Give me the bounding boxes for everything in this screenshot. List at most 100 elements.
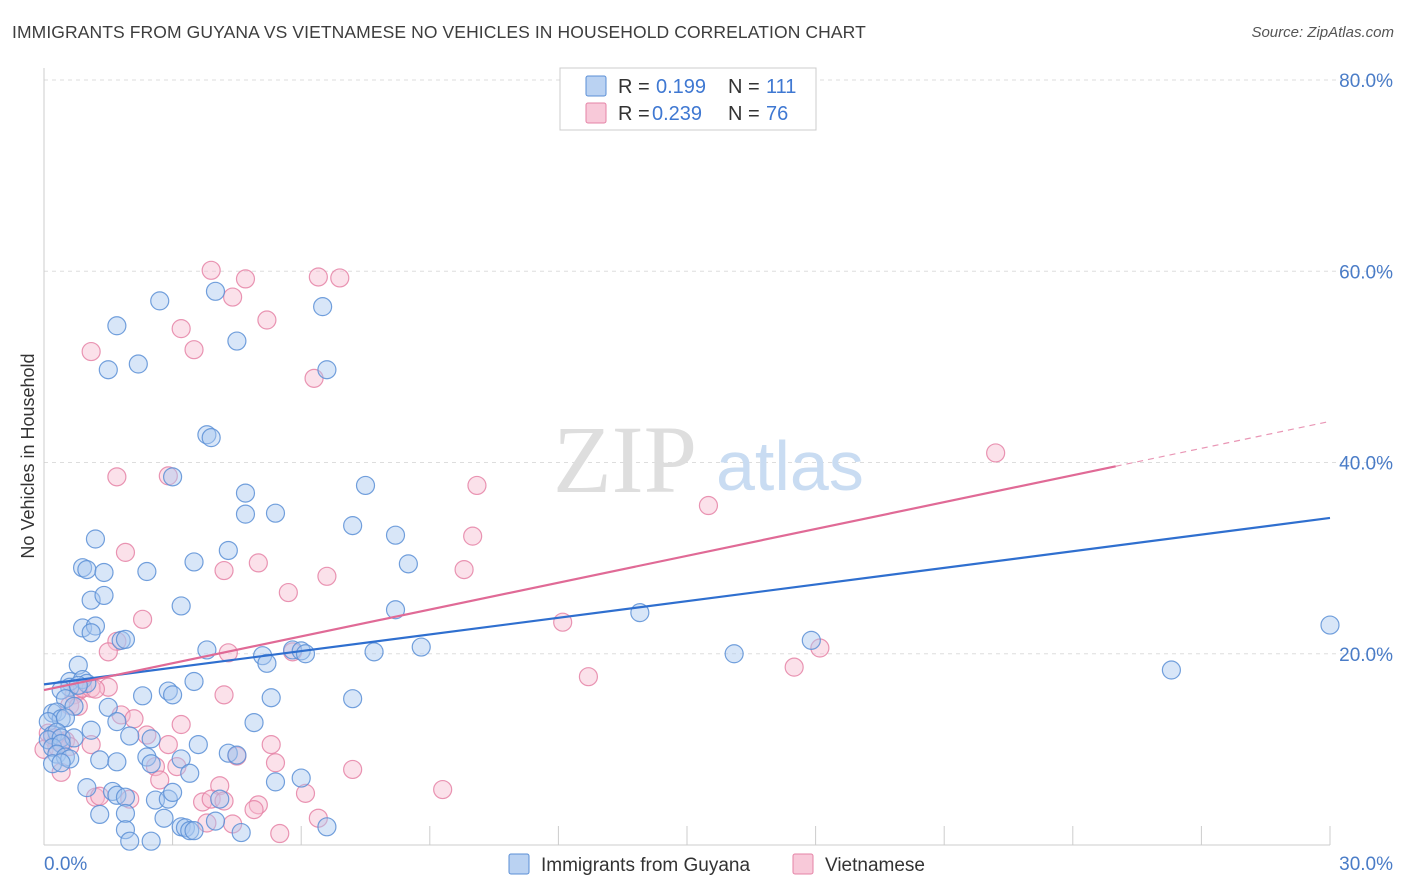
point-guyana (201, 428, 221, 448)
point-guyana (235, 504, 256, 524)
point-vietnamese (98, 642, 118, 662)
series-legend-label-guyana: Immigrants from Guyana (541, 855, 750, 876)
point-guyana (343, 516, 363, 536)
series-legend: Immigrants from Guyana Vietnamese (508, 853, 925, 876)
x-tick-label: 30.0% (1339, 854, 1393, 875)
legend-r-value-vietnamese: 0.239 (652, 103, 702, 125)
legend-swatch-vietnamese (585, 102, 607, 124)
point-guyana (115, 787, 136, 807)
point-guyana (128, 354, 148, 374)
legend-n-label-guyana: N = (728, 76, 760, 98)
point-guyana (68, 655, 88, 675)
source-credit: Source: ZipAtlas.com (1251, 24, 1394, 41)
point-vietnamese (463, 526, 483, 546)
point-guyana (265, 503, 286, 523)
point-vietnamese (223, 287, 243, 307)
point-guyana (120, 831, 140, 851)
series-legend-swatch-vietnamese (792, 853, 814, 875)
point-guyana (291, 768, 311, 788)
trend-lines (43, 420, 1331, 692)
point-guyana (150, 291, 170, 311)
point-guyana (107, 316, 127, 336)
point-guyana (55, 708, 76, 728)
point-guyana (801, 630, 821, 650)
point-vietnamese (184, 340, 204, 360)
point-guyana (171, 749, 191, 769)
point-guyana (227, 331, 247, 351)
point-vietnamese (115, 542, 136, 562)
y-tick-label: 40.0% (1339, 454, 1393, 475)
point-guyana (163, 685, 183, 705)
point-guyana (90, 750, 110, 770)
point-guyana (51, 753, 71, 773)
point-guyana (313, 297, 333, 317)
point-guyana (385, 600, 406, 620)
point-guyana (184, 671, 204, 692)
point-vietnamese (171, 714, 191, 735)
point-guyana (180, 821, 200, 841)
point-vietnamese (578, 667, 599, 687)
trend-line-vietnamese (43, 465, 1116, 692)
point-vietnamese (330, 268, 350, 288)
point-guyana (107, 712, 127, 732)
watermark-zip: ZIP (553, 406, 697, 513)
point-guyana (81, 720, 101, 740)
legend-r-label-guyana: R = (618, 76, 650, 98)
point-guyana (265, 772, 286, 792)
point-guyana (141, 729, 161, 749)
gridlines (44, 79, 1395, 655)
point-guyana (385, 525, 406, 545)
y-tick-label: 60.0% (1339, 262, 1393, 283)
stats-legend: R = 0.199 N = 111 R = 0.239 N = 76 (559, 67, 817, 131)
point-guyana (1161, 660, 1181, 680)
point-vietnamese (171, 319, 191, 339)
point-vietnamese (467, 475, 487, 496)
point-vietnamese (270, 823, 290, 844)
point-guyana (171, 596, 191, 616)
series-legend-label-vietnamese: Vietnamese (825, 855, 925, 876)
point-guyana (295, 644, 316, 664)
point-guyana (231, 822, 251, 843)
point-vietnamese (210, 776, 230, 796)
zipatlas-watermark: ZIP atlas (553, 406, 864, 513)
trend-line-vietnamese-extension (1115, 420, 1331, 467)
series-legend-swatch-guyana (508, 853, 530, 875)
point-guyana (1320, 615, 1340, 635)
point-guyana (137, 561, 157, 582)
legend-r-value-guyana: 0.199 (656, 76, 706, 98)
point-vietnamese (343, 759, 363, 780)
point-guyana (115, 803, 136, 824)
point-vietnamese (158, 734, 178, 755)
point-guyana (235, 483, 256, 503)
point-guyana (85, 529, 106, 549)
point-vietnamese (278, 582, 298, 603)
y-tick-label: 20.0% (1339, 645, 1393, 666)
point-vietnamese (248, 553, 268, 573)
point-vietnamese (81, 734, 101, 755)
legend-swatch-guyana (585, 75, 607, 97)
point-vietnamese (265, 753, 286, 773)
point-guyana (411, 637, 431, 657)
point-guyana (180, 763, 200, 783)
point-vietnamese (214, 685, 234, 705)
point-guyana (107, 752, 127, 772)
point-guyana (205, 281, 226, 301)
y-axis-label: No Vehicles in Household (18, 353, 38, 558)
point-guyana (188, 734, 208, 755)
point-guyana (257, 653, 277, 673)
point-guyana (94, 585, 114, 606)
point-guyana (141, 831, 161, 851)
legend-n-label-vietnamese: N = (728, 103, 760, 125)
point-guyana (77, 778, 97, 798)
point-guyana (184, 821, 204, 841)
point-vietnamese (235, 269, 256, 289)
point-vietnamese (124, 709, 144, 729)
point-guyana (154, 808, 174, 828)
point-guyana (141, 754, 161, 774)
point-guyana (317, 360, 337, 380)
x-tick-label: 0.0% (44, 854, 87, 875)
point-guyana (261, 688, 281, 708)
point-guyana (205, 811, 226, 831)
point-vietnamese (986, 443, 1006, 463)
point-vietnamese (295, 783, 316, 803)
